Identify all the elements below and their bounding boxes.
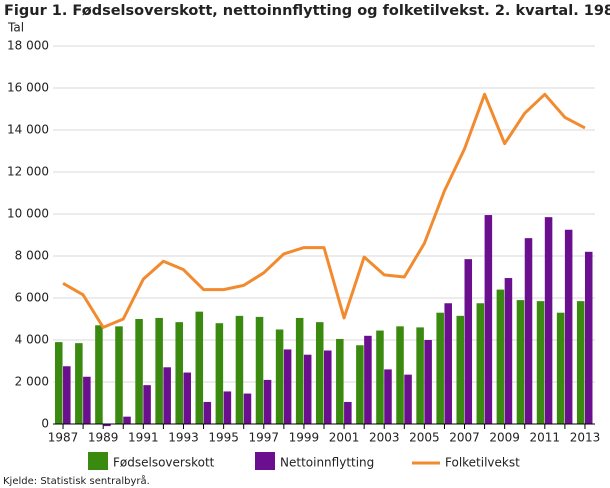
bar <box>396 326 404 424</box>
bar <box>195 311 204 424</box>
bar <box>496 289 505 424</box>
x-tick-label: 1993 <box>168 431 199 445</box>
x-tick-label: 1989 <box>88 431 119 445</box>
bar <box>215 323 224 424</box>
bar <box>183 372 192 424</box>
bar <box>123 416 131 424</box>
y-tick-label: 0 <box>41 417 49 431</box>
bar <box>303 354 312 424</box>
bar <box>263 379 272 424</box>
bar <box>504 278 513 424</box>
bar <box>55 342 63 424</box>
x-tick-label: 2013 <box>570 431 601 445</box>
x-tick-label: 2005 <box>409 431 440 445</box>
bar <box>223 391 232 424</box>
x-tick-label: 2003 <box>369 431 400 445</box>
bar <box>163 367 171 424</box>
x-tick-label: 1997 <box>249 431 280 445</box>
y-axis-label: Tal <box>7 21 24 35</box>
source: Kjelde: Statistisk sentralbyrå. <box>3 474 150 487</box>
bar <box>436 312 444 424</box>
bar <box>564 229 573 424</box>
y-tick-label: 12 000 <box>7 165 49 179</box>
bar <box>584 251 593 424</box>
bar <box>315 322 324 424</box>
y-tick-label: 2 000 <box>15 375 49 389</box>
bar <box>384 369 392 424</box>
line <box>62 92 586 329</box>
x-tick-label: 2011 <box>530 431 561 445</box>
bar <box>235 315 244 424</box>
x-tick-label: 1991 <box>128 431 159 445</box>
bar <box>556 312 565 424</box>
legend-label: Nettoinnflytting <box>280 456 374 470</box>
legend-swatch <box>88 452 108 470</box>
y-tick-label: 6 000 <box>15 291 49 305</box>
x-tick-label: 1987 <box>48 431 79 445</box>
bar <box>424 340 432 424</box>
bar <box>283 349 292 424</box>
bar <box>175 322 183 424</box>
bar <box>63 366 71 424</box>
bar <box>243 393 252 424</box>
chart-title: Figur 1. Fødselsoverskott, nettoinnflytt… <box>4 3 610 19</box>
bar <box>295 317 304 424</box>
x-tick-label: 2001 <box>329 431 360 445</box>
bar <box>524 238 533 424</box>
bar <box>75 343 83 424</box>
y-tick-label: 14 000 <box>7 123 49 137</box>
bar <box>516 300 525 424</box>
bar <box>203 401 212 424</box>
x-tick-label: 1995 <box>208 431 239 445</box>
bar <box>544 217 553 424</box>
bar <box>143 385 151 424</box>
x-tick-label: 2009 <box>489 431 520 445</box>
bar <box>356 345 364 424</box>
bar <box>135 319 143 424</box>
y-tick-label: 16 000 <box>7 81 49 95</box>
y-tick-label: 4 000 <box>15 333 49 347</box>
x-tick-label: 1999 <box>289 431 320 445</box>
bar <box>536 301 545 424</box>
bar <box>364 335 372 424</box>
bar <box>95 325 103 424</box>
bar <box>275 329 284 424</box>
bar <box>476 303 485 424</box>
bar <box>115 326 123 424</box>
bar <box>103 424 111 427</box>
bar <box>416 327 424 424</box>
bar <box>255 316 264 424</box>
bar <box>336 338 344 424</box>
bar <box>484 215 493 424</box>
y-tick-label: 18 000 <box>7 39 49 53</box>
legend-swatch <box>255 452 275 470</box>
bar <box>456 315 465 424</box>
bar <box>464 259 473 424</box>
bar <box>376 330 384 424</box>
bar <box>324 350 332 424</box>
bar <box>444 303 452 424</box>
x-tick-label: 2007 <box>449 431 480 445</box>
y-tick-label: 8 000 <box>15 249 49 263</box>
bar <box>155 317 163 424</box>
bar <box>83 376 91 424</box>
y-tick-label: 10 000 <box>7 207 49 221</box>
bar <box>404 374 412 424</box>
legend-label: Fødselsoverskott <box>113 456 215 470</box>
bar <box>576 301 585 424</box>
legend-label: Folketilvekst <box>445 456 520 470</box>
bar <box>344 401 352 424</box>
